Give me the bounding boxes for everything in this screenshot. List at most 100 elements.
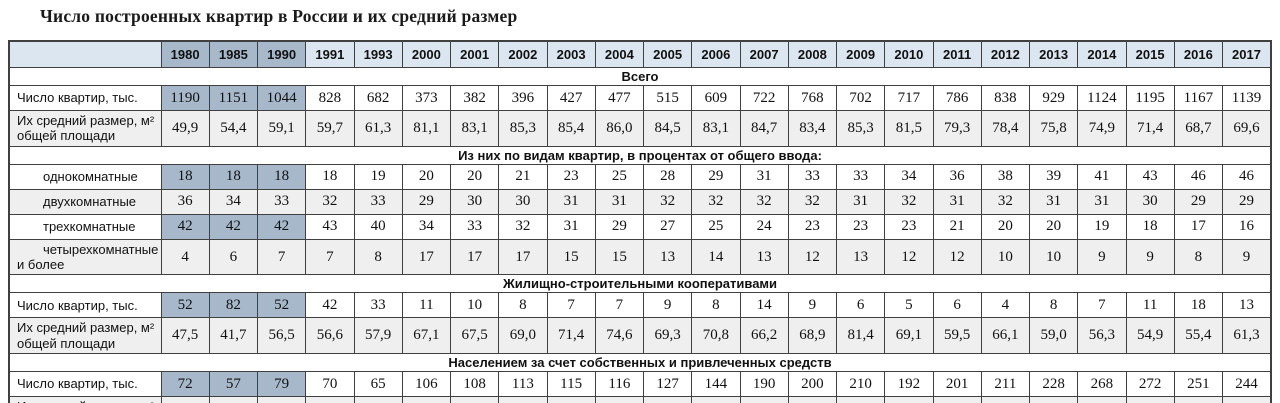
value-cell: 42 [256,213,307,240]
value-cell: 57 [208,370,259,397]
value-cell: 32 [498,213,548,240]
value-cell: 18 [305,163,355,190]
value-cell: 30 [498,188,548,215]
value-cell: 78,4 [980,110,1031,147]
section-header-row: Всего [8,67,1272,86]
value-cell: 86,0 [594,110,645,147]
table-row: трехкомнатные 42 42 42 43 40 34 33 32 31 29 27 25 24 2… [8,213,1272,240]
value-cell: 129,6 [1125,395,1175,403]
value-cell: 52 [160,292,210,319]
value-cell: 5 [884,292,934,319]
value-cell: 108 [449,370,500,397]
value-cell: 46 [1222,163,1272,190]
value-cell: 125,7 [498,395,548,403]
row-label: однокомнатные [8,163,162,190]
value-cell: 31 [594,188,645,215]
value-cell: 14 [691,238,741,276]
row-label: Их средний размер, м² общей площади [8,110,162,147]
value-cell: 42 [160,213,210,240]
value-cell: 134,4 [980,395,1031,403]
value-cell: 8 [691,292,741,319]
year-header: 2012 [980,40,1031,68]
value-cell: 39 [1028,163,1079,190]
value-cell: 79,3 [932,110,982,147]
value-cell: 7 [305,238,355,276]
value-cell: 20 [401,163,452,190]
value-cell: 10 [980,238,1031,276]
value-cell: 138,8 [739,395,789,403]
value-cell: 18 [1173,292,1224,319]
value-cell: 84,5 [642,110,693,147]
year-header: 2011 [932,40,982,68]
value-cell: 31 [739,163,789,190]
value-cell: 33 [787,163,838,190]
row-label: Число квартир, тыс. [8,370,162,397]
value-cell: 118,8 [401,395,452,403]
value-cell: 56,3 [1077,317,1127,354]
value-cell: 20 [449,163,500,190]
value-cell: 18 [256,163,307,190]
value-cell: 396 [498,85,548,111]
value-cell: 838 [980,85,1031,111]
value-cell: 82 [208,292,259,319]
year-header: 2007 [739,40,789,68]
value-cell: 190 [739,370,789,397]
year-header: 2015 [1125,40,1175,68]
value-cell: 15 [594,238,645,276]
value-cell: 17 [449,238,500,276]
value-cell: 34 [208,188,259,215]
value-cell: 244 [1222,370,1272,397]
value-cell: 929 [1028,85,1079,111]
value-cell: 609 [691,85,741,111]
value-cell: 211 [980,370,1031,397]
value-cell: 135,2 [1077,395,1127,403]
value-cell: 120,4 [449,395,500,403]
table-head: 1980 1985 1990 1991 1993 2000 2001 2002 2003 2004… [8,40,1272,68]
value-cell: 382 [449,85,500,111]
value-cell: 17 [401,238,452,276]
page-title: Число построенных квартир в России и их … [40,6,518,26]
apartments-statistics-table: 1980 1985 1990 1991 1993 2000 2001 2002 2003 2004… [8,40,1272,403]
value-cell: 31 [1028,188,1079,215]
value-cell: 23 [884,213,934,240]
value-cell: 7 [1077,292,1127,319]
value-cell: 9 [1222,238,1272,276]
row-label: Их средний размер, м² общей площади [8,395,162,403]
value-cell: 20 [1028,213,1079,240]
value-cell: 132,6 [884,395,934,403]
value-cell: 81,1 [401,110,452,147]
year-header: 2004 [594,40,645,68]
value-cell: 85,3 [835,110,886,147]
value-cell: 8 [353,238,403,276]
value-cell: 23 [546,163,596,190]
value-cell: 12 [884,238,934,276]
value-cell: 201 [932,370,982,397]
row-label: Число квартир, тыс. [8,85,162,111]
value-cell: 74,6 [594,317,645,354]
section-header: Из них по видам квартир, в процентах от … [8,145,1272,165]
value-cell: 38 [980,163,1031,190]
value-cell: 33 [353,292,403,319]
row-label: двухкомнатные [8,188,162,215]
value-cell: 52 [256,292,307,319]
year-header: 2014 [1077,40,1127,68]
value-cell: 61,3 [353,110,403,147]
value-cell: 47,5 [160,317,210,354]
value-cell: 83,4 [787,110,838,147]
table-row: однокомнатные 18 18 18 18 19 20 20 21 23 25 28 29 31 3… [8,163,1272,190]
value-cell: 1190 [160,85,210,111]
value-cell: 59,5 [932,317,982,354]
value-cell: 69,1 [884,317,934,354]
value-cell: 7 [594,292,645,319]
value-cell: 17 [1173,213,1224,240]
year-header: 2010 [884,40,934,68]
value-cell: 786 [932,85,982,111]
value-cell: 85,3 [498,110,548,147]
value-cell: 515 [642,85,693,111]
value-cell: 67,1 [401,317,452,354]
value-cell: 1195 [1125,85,1175,111]
value-cell: 65,2 [208,395,259,403]
year-header: 2002 [498,40,548,68]
section-header-row: Жилищно-строительными кооперативами [8,274,1272,294]
value-cell: 251 [1173,370,1224,397]
